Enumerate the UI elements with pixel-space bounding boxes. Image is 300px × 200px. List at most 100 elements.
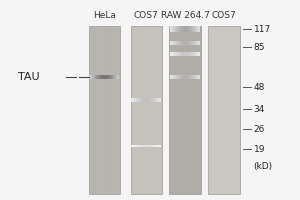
Bar: [185, 41, 186, 45]
Bar: [172, 52, 173, 56]
Bar: [111, 26, 112, 194]
Bar: [137, 98, 138, 102]
Bar: [170, 52, 171, 56]
Bar: [196, 52, 197, 56]
Bar: [177, 41, 178, 45]
Bar: [175, 41, 176, 45]
Bar: [149, 98, 150, 102]
Bar: [174, 41, 175, 45]
Bar: [197, 75, 198, 79]
Bar: [174, 75, 175, 79]
Bar: [117, 75, 118, 79]
Bar: [146, 98, 147, 102]
Bar: [196, 41, 197, 45]
Bar: [184, 26, 186, 194]
Bar: [195, 52, 196, 56]
Bar: [188, 26, 189, 32]
Bar: [190, 26, 191, 32]
Text: (kD): (kD): [254, 162, 273, 171]
Bar: [175, 26, 176, 32]
Bar: [144, 145, 145, 147]
Bar: [171, 41, 172, 45]
Bar: [196, 75, 197, 79]
Bar: [153, 98, 154, 102]
Bar: [189, 41, 190, 45]
Bar: [177, 52, 178, 56]
Bar: [192, 52, 193, 56]
Bar: [91, 75, 92, 79]
Bar: [101, 75, 102, 79]
Bar: [144, 98, 145, 102]
Bar: [198, 26, 199, 32]
Bar: [155, 26, 157, 194]
Bar: [145, 26, 147, 194]
Bar: [191, 41, 192, 45]
Bar: [193, 26, 194, 32]
Bar: [169, 26, 201, 194]
Bar: [99, 75, 100, 79]
Bar: [152, 145, 153, 147]
Bar: [171, 52, 172, 56]
Bar: [186, 41, 187, 45]
Bar: [187, 41, 188, 45]
Bar: [153, 145, 154, 147]
Bar: [180, 75, 181, 79]
Bar: [173, 26, 174, 32]
Bar: [228, 26, 230, 194]
Bar: [197, 26, 198, 32]
Bar: [102, 75, 103, 79]
Bar: [150, 145, 151, 147]
Bar: [190, 75, 191, 79]
Bar: [190, 26, 191, 194]
Bar: [192, 41, 193, 45]
Bar: [191, 26, 192, 32]
Bar: [152, 98, 153, 102]
Bar: [110, 75, 111, 79]
Bar: [195, 41, 196, 45]
Text: 48: 48: [254, 82, 265, 92]
Bar: [172, 75, 173, 79]
Bar: [177, 75, 178, 79]
Bar: [178, 26, 179, 32]
Bar: [180, 41, 181, 45]
Bar: [198, 52, 199, 56]
Bar: [188, 41, 189, 45]
Text: COS7: COS7: [134, 11, 159, 21]
Bar: [185, 75, 186, 79]
Bar: [180, 26, 181, 32]
Bar: [194, 26, 195, 32]
Bar: [88, 26, 120, 194]
Bar: [147, 98, 148, 102]
Bar: [190, 41, 191, 45]
Bar: [195, 26, 196, 32]
Bar: [173, 75, 174, 79]
Bar: [158, 145, 159, 147]
Bar: [145, 145, 146, 147]
Bar: [197, 41, 198, 45]
Text: 34: 34: [254, 105, 265, 114]
Bar: [108, 26, 110, 194]
Bar: [113, 75, 114, 79]
Bar: [100, 75, 101, 79]
Bar: [104, 75, 105, 79]
Bar: [185, 26, 186, 32]
Bar: [89, 75, 90, 79]
Bar: [116, 75, 117, 79]
Bar: [155, 145, 156, 147]
Bar: [195, 75, 196, 79]
Bar: [212, 26, 213, 194]
Bar: [155, 98, 156, 102]
Bar: [171, 75, 172, 79]
Bar: [219, 26, 221, 194]
Bar: [179, 75, 180, 79]
Bar: [111, 26, 112, 194]
Bar: [188, 52, 189, 56]
Bar: [193, 26, 194, 194]
Bar: [94, 75, 95, 79]
Bar: [176, 41, 177, 45]
Bar: [177, 26, 178, 32]
Bar: [137, 26, 138, 194]
Bar: [208, 26, 240, 194]
Bar: [197, 52, 198, 56]
Bar: [174, 26, 175, 32]
